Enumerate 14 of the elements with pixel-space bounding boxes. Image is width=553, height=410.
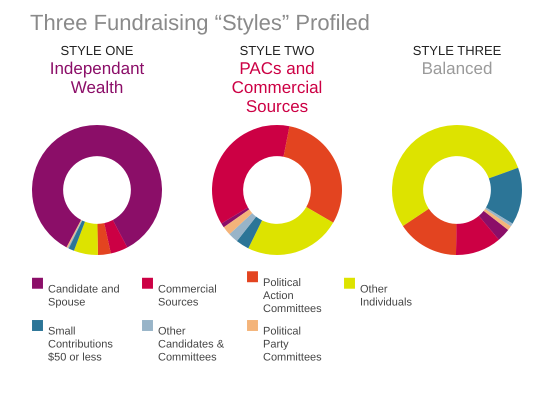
slice-label: STYLE TWO [240,43,314,58]
text: Balanced [422,59,492,78]
legend-label: Candidate and Spouse [48,283,120,308]
slice-label: STYLE THREE [412,43,502,58]
chart-title: Three Fundraising “Styles” Profiled [30,10,370,35]
slice-label: STYLE ONE [60,43,134,58]
legend-label: Other Individuals [360,283,412,308]
legend-label: Political Party Committees [263,326,322,364]
legend-label: Other Candidates & Committees [158,326,225,364]
text: PACs and Commercial Sources [232,59,322,116]
legend-label: Commercial Sources [158,283,217,308]
legend-label: Small Contributions $50 or less [48,326,114,364]
legend-label: Political Action Committees [263,276,322,315]
text: Independant Wealth [50,59,145,97]
